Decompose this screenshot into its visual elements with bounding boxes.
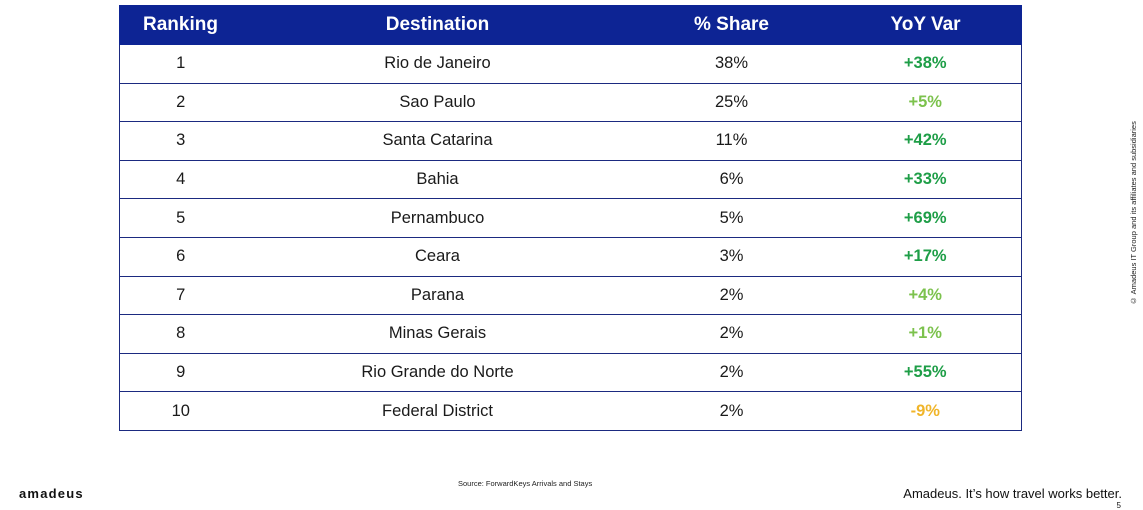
copyright-notice: © Amadeus IT Group and its affiliates an… bbox=[1129, 121, 1138, 305]
table-row: 8 Minas Gerais 2% +1% bbox=[119, 314, 1022, 354]
destination-cell: Bahia bbox=[241, 159, 634, 200]
header-ranking: Ranking bbox=[119, 5, 242, 45]
yoy-var-cell: +38% bbox=[829, 44, 1022, 84]
table-row: 10 Federal District 2% -9% bbox=[119, 391, 1022, 431]
table-row: 2 Sao Paulo 25% +5% bbox=[119, 82, 1022, 123]
header-share: % Share bbox=[633, 5, 830, 45]
destination-cell: Sao Paulo bbox=[241, 82, 634, 123]
share-cell: 11% bbox=[633, 121, 830, 161]
amadeus-logo: amadeus bbox=[19, 486, 84, 501]
table-body: 1 Rio de Janeiro 38% +38% 2 Sao Paulo 25% +5% 3 S… bbox=[119, 44, 1022, 431]
share-cell: 25% bbox=[633, 82, 830, 123]
header-destination: Destination bbox=[241, 5, 634, 45]
share-cell: 38% bbox=[633, 44, 830, 84]
yoy-var-cell: +4% bbox=[829, 275, 1022, 316]
rank-cell: 2 bbox=[119, 82, 242, 123]
yoy-var-cell: -9% bbox=[829, 391, 1022, 431]
yoy-var-cell: +33% bbox=[829, 159, 1022, 200]
rank-cell: 1 bbox=[119, 44, 242, 84]
header-yoy-var: YoY Var bbox=[829, 5, 1022, 45]
share-cell: 2% bbox=[633, 314, 830, 354]
page-number: 5 bbox=[1116, 501, 1121, 510]
rank-cell: 10 bbox=[119, 391, 242, 431]
share-cell: 2% bbox=[633, 352, 830, 393]
destination-cell: Federal District bbox=[241, 391, 634, 431]
table-row: 9 Rio Grande do Norte 2% +55% bbox=[119, 352, 1022, 393]
table-row: 3 Santa Catarina 11% +42% bbox=[119, 121, 1022, 161]
rank-cell: 8 bbox=[119, 314, 242, 354]
destination-cell: Rio de Janeiro bbox=[241, 44, 634, 84]
rank-cell: 5 bbox=[119, 198, 242, 238]
rank-cell: 6 bbox=[119, 236, 242, 277]
destination-cell: Pernambuco bbox=[241, 198, 634, 238]
destination-cell: Parana bbox=[241, 275, 634, 316]
share-cell: 6% bbox=[633, 159, 830, 200]
source-note: Source: ForwardKeys Arrivals and Stays bbox=[458, 479, 593, 488]
yoy-var-cell: +17% bbox=[829, 236, 1022, 277]
table-row: 4 Bahia 6% +33% bbox=[119, 159, 1022, 200]
destination-cell: Ceara bbox=[241, 236, 634, 277]
share-cell: 2% bbox=[633, 391, 830, 431]
rank-cell: 3 bbox=[119, 121, 242, 161]
tagline: Amadeus. It’s how travel works better. bbox=[903, 486, 1122, 501]
destination-cell: Santa Catarina bbox=[241, 121, 634, 161]
table-header-row: Ranking Destination % Share YoY Var bbox=[119, 5, 1022, 45]
yoy-var-cell: +5% bbox=[829, 82, 1022, 123]
yoy-var-cell: +69% bbox=[829, 198, 1022, 238]
table-row: 7 Parana 2% +4% bbox=[119, 275, 1022, 316]
yoy-var-cell: +55% bbox=[829, 352, 1022, 393]
table-row: 6 Ceara 3% +17% bbox=[119, 236, 1022, 277]
rank-cell: 4 bbox=[119, 159, 242, 200]
destination-cell: Minas Gerais bbox=[241, 314, 634, 354]
share-cell: 5% bbox=[633, 198, 830, 238]
table-row: 1 Rio de Janeiro 38% +38% bbox=[119, 44, 1022, 84]
rank-cell: 9 bbox=[119, 352, 242, 393]
destination-ranking-table: Ranking Destination % Share YoY Var 1 Rio… bbox=[119, 5, 1022, 431]
yoy-var-cell: +1% bbox=[829, 314, 1022, 354]
table-row: 5 Pernambuco 5% +69% bbox=[119, 198, 1022, 238]
share-cell: 3% bbox=[633, 236, 830, 277]
destination-cell: Rio Grande do Norte bbox=[241, 352, 634, 393]
share-cell: 2% bbox=[633, 275, 830, 316]
yoy-var-cell: +42% bbox=[829, 121, 1022, 161]
rank-cell: 7 bbox=[119, 275, 242, 316]
